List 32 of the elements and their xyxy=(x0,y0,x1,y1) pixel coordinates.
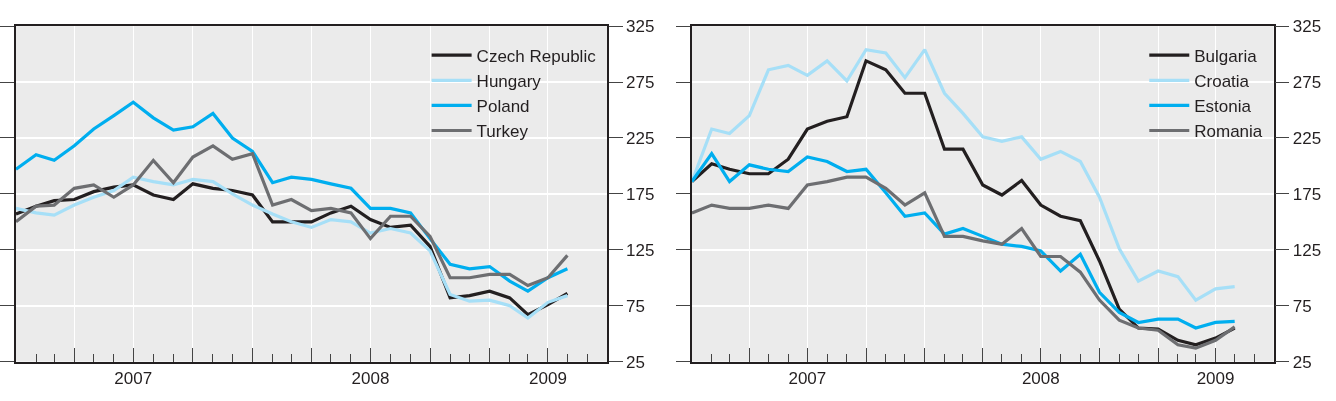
y-tick-label: 75 xyxy=(626,296,645,316)
line-series xyxy=(15,100,569,293)
y-tick-label: 25 xyxy=(1292,352,1312,372)
y-tick-label: 275 xyxy=(1292,73,1322,93)
x-tick-label: 2009 xyxy=(1196,368,1235,388)
line-series xyxy=(15,144,569,288)
legend-label: Croatia xyxy=(1194,71,1250,91)
legend-label: Hungary xyxy=(476,71,542,91)
y-tick-label: 225 xyxy=(1292,128,1322,148)
legend-label: Bulgaria xyxy=(1194,46,1258,66)
legend-label: Poland xyxy=(476,97,530,117)
legend-label: Romania xyxy=(1194,122,1263,142)
y-tick-label: 325 xyxy=(1292,17,1322,37)
legend-label: Estonia xyxy=(1194,97,1252,117)
x-tick-label: 2008 xyxy=(351,368,390,388)
line-series xyxy=(691,175,1237,350)
y-tick-label: 125 xyxy=(1292,240,1322,260)
y-tick-label: 275 xyxy=(626,73,655,93)
y-tick-label: 25 xyxy=(626,352,645,372)
legend-label: Czech Republic xyxy=(476,46,597,66)
x-tick-label: 2007 xyxy=(114,368,153,388)
line-series xyxy=(691,152,1237,330)
x-tick-label: 2007 xyxy=(788,368,827,388)
y-tick-label: 125 xyxy=(626,240,655,260)
y-tick-label: 175 xyxy=(1292,184,1322,204)
legend-label: Turkey xyxy=(476,122,529,142)
y-tick-label: 75 xyxy=(1292,296,1312,316)
y-tick-label: 325 xyxy=(626,17,655,37)
y-tick-label: 175 xyxy=(626,184,655,204)
y-tick-label: 225 xyxy=(626,128,655,148)
x-tick-label: 2009 xyxy=(529,368,567,388)
x-tick-label: 2008 xyxy=(1021,368,1060,388)
